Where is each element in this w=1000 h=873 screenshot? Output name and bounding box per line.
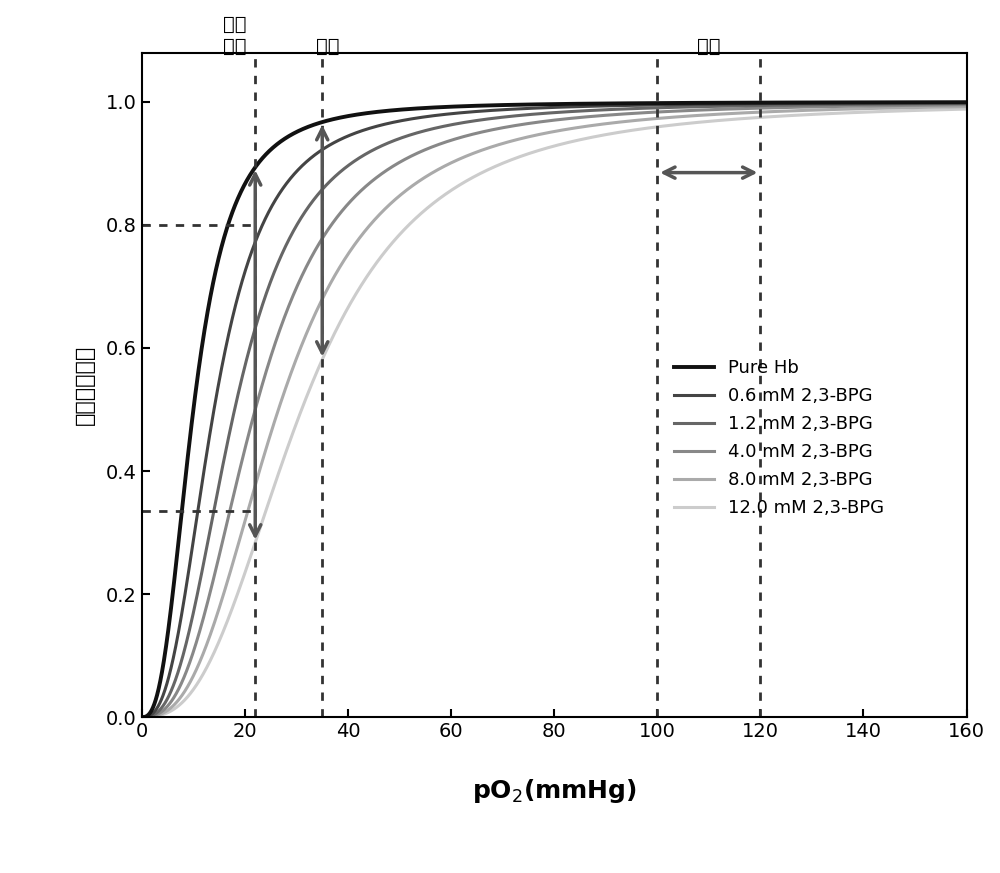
8.0 mM 2,3-BPG xyxy=(855,104,867,114)
12.0 mM 2,3-BPG xyxy=(488,162,500,172)
Pure Hb xyxy=(136,711,148,722)
Line: 1.2 mM 2,3-BPG: 1.2 mM 2,3-BPG xyxy=(142,104,966,717)
Pure Hb xyxy=(944,97,956,107)
12.0 mM 2,3-BPG xyxy=(944,104,956,114)
12.0 mM 2,3-BPG xyxy=(230,593,242,603)
1.2 mM 2,3-BPG xyxy=(960,99,972,109)
4.0 mM 2,3-BPG xyxy=(136,711,148,722)
0.6 mM 2,3-BPG xyxy=(136,711,148,722)
8.0 mM 2,3-BPG xyxy=(944,101,956,112)
Line: 12.0 mM 2,3-BPG: 12.0 mM 2,3-BPG xyxy=(142,109,966,717)
4.0 mM 2,3-BPG xyxy=(279,311,291,321)
4.0 mM 2,3-BPG xyxy=(855,100,867,111)
Line: Pure Hb: Pure Hb xyxy=(142,102,966,717)
Pure Hb xyxy=(452,101,464,112)
1.2 mM 2,3-BPG xyxy=(452,118,464,128)
1.2 mM 2,3-BPG xyxy=(855,99,867,109)
0.6 mM 2,3-BPG xyxy=(960,98,972,108)
4.0 mM 2,3-BPG xyxy=(944,100,956,110)
Pure Hb xyxy=(960,97,972,107)
8.0 mM 2,3-BPG xyxy=(960,101,972,112)
1.2 mM 2,3-BPG xyxy=(488,113,500,123)
Line: 0.6 mM 2,3-BPG: 0.6 mM 2,3-BPG xyxy=(142,103,966,717)
Text: 一般
细胞: 一般 细胞 xyxy=(223,15,246,56)
Pure Hb xyxy=(230,198,242,209)
Pure Hb xyxy=(279,134,291,144)
12.0 mM 2,3-BPG xyxy=(960,104,972,114)
8.0 mM 2,3-BPG xyxy=(279,385,291,395)
1.2 mM 2,3-BPG xyxy=(279,243,291,253)
4.0 mM 2,3-BPG xyxy=(452,133,464,143)
8.0 mM 2,3-BPG xyxy=(230,547,242,558)
4.0 mM 2,3-BPG xyxy=(960,100,972,110)
Pure Hb xyxy=(855,97,867,107)
0.6 mM 2,3-BPG xyxy=(452,107,464,118)
12.0 mM 2,3-BPG xyxy=(136,711,148,722)
Text: pO$_2$(mmHg): pO$_2$(mmHg) xyxy=(472,777,637,805)
1.2 mM 2,3-BPG xyxy=(136,711,148,722)
1.2 mM 2,3-BPG xyxy=(944,99,956,109)
Legend: Pure Hb, 0.6 mM 2,3-BPG, 1.2 mM 2,3-BPG, 4.0 mM 2,3-BPG, 8.0 mM 2,3-BPG, 12.0 mM: Pure Hb, 0.6 mM 2,3-BPG, 1.2 mM 2,3-BPG,… xyxy=(667,352,892,524)
8.0 mM 2,3-BPG xyxy=(488,141,500,151)
0.6 mM 2,3-BPG xyxy=(855,98,867,108)
Y-axis label: 血氧饱和分率: 血氧饱和分率 xyxy=(75,345,95,425)
Text: 肺泡: 肺泡 xyxy=(697,37,721,56)
12.0 mM 2,3-BPG xyxy=(452,181,464,191)
0.6 mM 2,3-BPG xyxy=(944,98,956,108)
Text: 脑部: 脑部 xyxy=(316,37,339,56)
12.0 mM 2,3-BPG xyxy=(279,450,291,460)
8.0 mM 2,3-BPG xyxy=(452,155,464,165)
0.6 mM 2,3-BPG xyxy=(488,105,500,115)
8.0 mM 2,3-BPG xyxy=(136,711,148,722)
Line: 4.0 mM 2,3-BPG: 4.0 mM 2,3-BPG xyxy=(142,105,966,717)
0.6 mM 2,3-BPG xyxy=(279,181,291,191)
0.6 mM 2,3-BPG xyxy=(230,299,242,309)
Line: 8.0 mM 2,3-BPG: 8.0 mM 2,3-BPG xyxy=(142,107,966,717)
4.0 mM 2,3-BPG xyxy=(230,480,242,491)
4.0 mM 2,3-BPG xyxy=(488,124,500,134)
1.2 mM 2,3-BPG xyxy=(230,398,242,409)
12.0 mM 2,3-BPG xyxy=(855,107,867,118)
Pure Hb xyxy=(488,100,500,111)
